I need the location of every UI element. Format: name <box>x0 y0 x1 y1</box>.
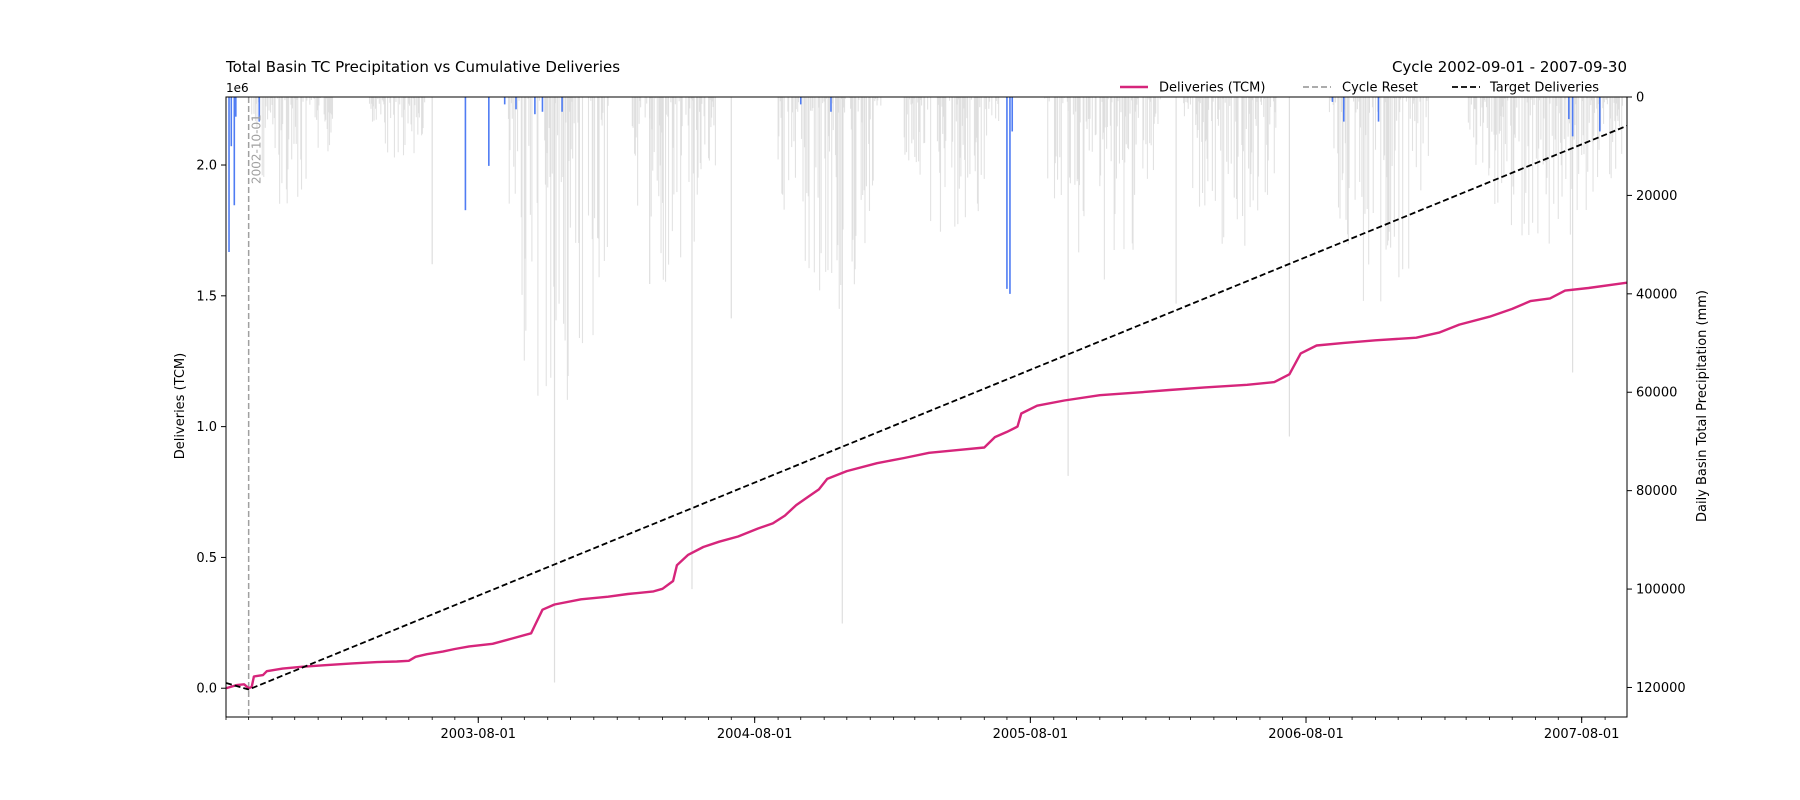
legend-label-cycle-reset: Cycle Reset <box>1342 81 1418 96</box>
chart-title: Total Basin TC Precipitation vs Cumulati… <box>225 58 620 76</box>
y2-tick-label: 0 <box>1636 91 1644 106</box>
legend-label-target: Target Deliveries <box>1489 81 1599 96</box>
y-tick-label: 1.0 <box>196 420 217 435</box>
legend: Deliveries (TCM) Cycle Reset Target Deli… <box>1120 81 1599 96</box>
y-axis-label: Deliveries (TCM) <box>173 353 188 459</box>
y2-tick-label: 120000 <box>1636 681 1686 696</box>
cycle-reset-label: 2002-10-01 <box>250 114 264 184</box>
y-axis-exponent: 1e6 <box>226 81 249 95</box>
precipitation-bars <box>228 97 1624 683</box>
x-tick-label: 2004-08-01 <box>717 727 793 742</box>
y2-tick-label: 80000 <box>1636 484 1677 499</box>
y-tick-label: 0.5 <box>196 551 217 566</box>
x-tick-label: 2005-08-01 <box>993 727 1069 742</box>
y-tick-label: 1.5 <box>196 289 217 304</box>
y2-tick-label: 40000 <box>1636 287 1677 302</box>
y2-tick-label: 100000 <box>1636 583 1686 598</box>
y2-tick-label: 60000 <box>1636 386 1677 401</box>
y-tick-label: 0.0 <box>196 682 217 697</box>
target-deliveries-line <box>226 124 1627 691</box>
y2-tick-label: 20000 <box>1636 189 1677 204</box>
series-layer: 2002-10-01 <box>226 97 1627 717</box>
chart-subtitle: Cycle 2002-09-01 - 2007-09-30 <box>1392 58 1627 76</box>
x-tick-label: 2007-08-01 <box>1544 727 1620 742</box>
plot-frame <box>225 96 1628 718</box>
y2-axis-label: Daily Basin Total Precipitation (mm) <box>1695 290 1710 522</box>
x-tick-label: 2006-08-01 <box>1268 727 1344 742</box>
deliveries-line <box>226 281 1627 690</box>
axes-layer: 0.0 0.5 1.0 1.5 2.0 0 20000 40000 60000 80000 1000… <box>196 91 1685 743</box>
x-tick-label: 2003-08-01 <box>440 727 516 742</box>
y-tick-label: 2.0 <box>196 159 217 174</box>
legend-label-deliveries: Deliveries (TCM) <box>1159 81 1265 96</box>
